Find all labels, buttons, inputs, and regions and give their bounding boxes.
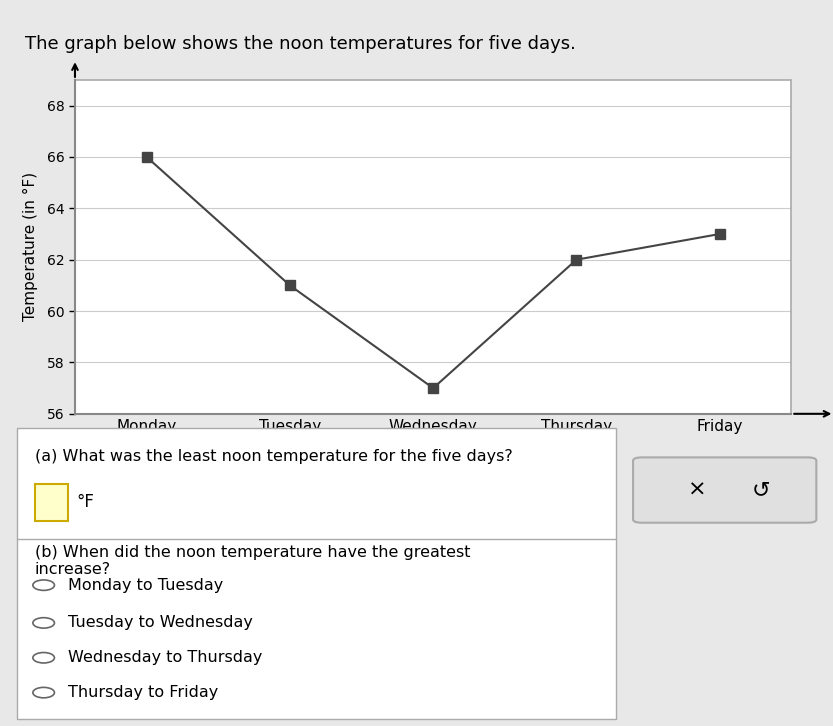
FancyBboxPatch shape	[633, 457, 816, 523]
Text: Wednesday to Thursday: Wednesday to Thursday	[67, 650, 262, 665]
Text: °F: °F	[77, 494, 94, 511]
Text: (a) What was the least noon temperature for the five days?: (a) What was the least noon temperature …	[35, 449, 512, 464]
Text: Thursday to Friday: Thursday to Friday	[67, 685, 218, 700]
FancyBboxPatch shape	[35, 484, 67, 521]
Circle shape	[32, 688, 54, 698]
FancyBboxPatch shape	[17, 428, 616, 719]
X-axis label: Day: Day	[418, 436, 448, 452]
Circle shape	[32, 618, 54, 628]
Text: ↺: ↺	[752, 480, 771, 500]
Text: ×: ×	[688, 480, 706, 500]
Text: The graph below shows the noon temperatures for five days.: The graph below shows the noon temperatu…	[25, 35, 576, 52]
Circle shape	[32, 653, 54, 663]
Text: Tuesday to Wednesday: Tuesday to Wednesday	[67, 616, 252, 630]
Y-axis label: Temperature (in °F): Temperature (in °F)	[23, 172, 38, 322]
Circle shape	[32, 580, 54, 590]
Text: Monday to Tuesday: Monday to Tuesday	[67, 578, 223, 592]
Text: (b) When did the noon temperature have the greatest
increase?: (b) When did the noon temperature have t…	[35, 544, 470, 577]
